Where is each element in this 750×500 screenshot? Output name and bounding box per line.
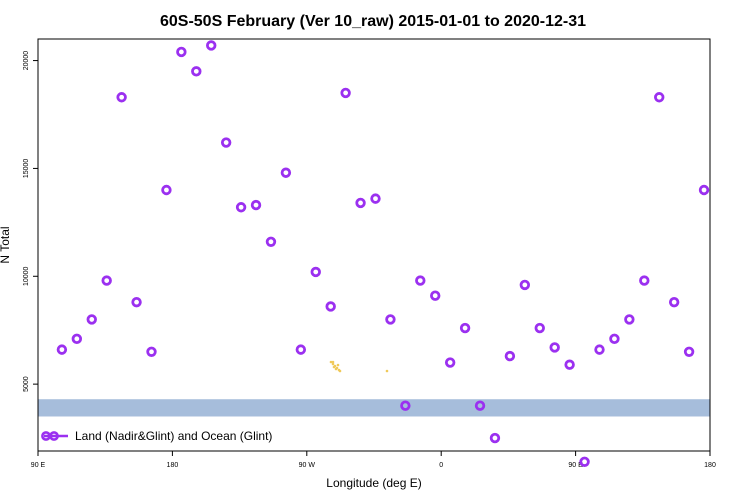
data-point	[235, 202, 247, 213]
data-point	[579, 456, 590, 467]
data-point	[370, 193, 381, 204]
x-tick-label: 180	[704, 462, 716, 469]
data-point	[220, 137, 232, 148]
data-point	[534, 322, 545, 334]
legend-marker-circle	[49, 431, 59, 441]
data-point	[430, 290, 441, 301]
data-point	[519, 279, 531, 291]
data-point	[56, 344, 68, 355]
land-feature	[332, 365, 336, 369]
data-point	[549, 342, 560, 353]
y-tick-label: 15000	[23, 159, 30, 179]
legend-label: Land (Nadir&Glint) and Ocean (Glint)	[75, 429, 272, 443]
data-point	[71, 333, 83, 345]
data-point	[280, 167, 292, 178]
data-point	[654, 92, 665, 103]
land-feature	[331, 362, 335, 366]
land-band-layer	[38, 399, 710, 417]
data-point	[668, 296, 680, 308]
data-point	[504, 350, 516, 362]
x-tick-label: 90 W	[299, 462, 316, 469]
data-point	[594, 344, 605, 355]
plot-frame	[37, 38, 711, 452]
data-point	[191, 66, 202, 77]
data-point	[355, 197, 366, 209]
data-point	[609, 333, 620, 345]
land-feature	[331, 360, 335, 364]
y-tick-label: 20000	[23, 51, 30, 71]
data-point	[474, 400, 486, 411]
x-axis-label: Longitude (deg E)	[326, 476, 421, 490]
data-point	[146, 346, 157, 357]
y-axis: 5000 10000 15000 20000	[23, 51, 38, 392]
y-tick-label: 10000	[23, 266, 30, 286]
x-tick-label: 180	[167, 462, 179, 469]
y-axis-label: N Total	[0, 226, 12, 263]
data-point	[444, 357, 456, 368]
data-point	[489, 432, 501, 444]
data-point	[639, 275, 650, 286]
data-point	[325, 301, 336, 312]
data-point	[385, 314, 396, 325]
land-band	[38, 399, 710, 417]
data-point	[340, 87, 351, 99]
data-point	[250, 199, 262, 211]
data-point	[86, 314, 97, 325]
data-point	[683, 346, 695, 357]
data-point	[206, 40, 217, 51]
land-feature	[385, 369, 389, 373]
data-point	[131, 296, 142, 308]
data-point	[161, 184, 172, 196]
data-point	[310, 266, 321, 278]
land-feature	[334, 367, 338, 371]
data-point	[116, 92, 127, 103]
y-tick-label: 5000	[23, 376, 30, 392]
data-point	[265, 236, 277, 247]
land-feature	[336, 363, 340, 367]
data-point	[564, 359, 575, 370]
data-point	[295, 344, 307, 355]
x-tick-label: 0	[439, 462, 443, 469]
chart-title: 60S-50S February (Ver 10_raw) 2015-01-01…	[160, 13, 586, 30]
data-point	[101, 275, 112, 286]
data-point	[400, 400, 411, 411]
data-point	[698, 184, 710, 196]
data-point	[624, 314, 635, 325]
land-feature	[329, 360, 333, 364]
x-axis: 90 E 180 90 W 0 90 E 180	[31, 451, 716, 469]
x-tick-label: 90 E	[31, 462, 46, 469]
data-point	[176, 46, 187, 58]
land-feature-layer	[329, 360, 389, 373]
data-point	[415, 275, 426, 286]
data-point	[459, 322, 471, 334]
legend: Land (Nadir&Glint) and Ocean (Glint)	[41, 429, 272, 443]
x-tick-label: 90 E	[568, 462, 583, 469]
land-feature	[338, 369, 342, 373]
data-points	[56, 40, 710, 467]
